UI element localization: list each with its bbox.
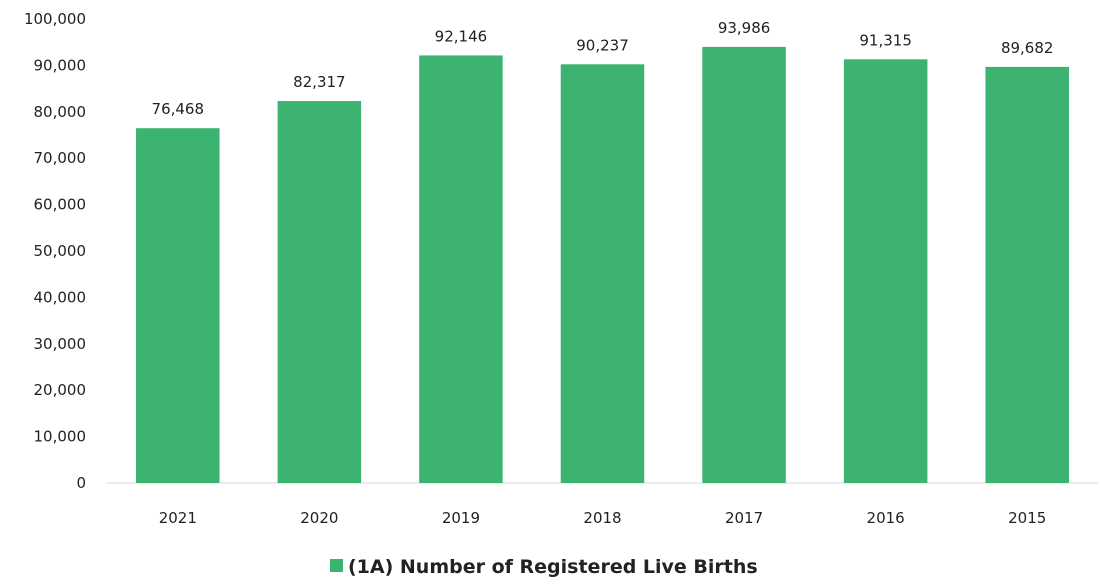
y-tick-label: 80,000 bbox=[34, 103, 87, 121]
x-tick-label: 2019 bbox=[442, 509, 480, 527]
y-tick-label: 100,000 bbox=[24, 10, 86, 28]
y-tick-label: 20,000 bbox=[34, 381, 87, 399]
x-tick-label: 2017 bbox=[725, 509, 763, 527]
bar-data-label: 91,315 bbox=[859, 31, 912, 49]
x-tick-label: 2016 bbox=[867, 509, 905, 527]
y-tick-label: 70,000 bbox=[34, 149, 87, 167]
bar bbox=[702, 46, 786, 483]
bar-data-label: 89,682 bbox=[1001, 39, 1054, 57]
legend-swatch bbox=[330, 559, 343, 572]
y-tick-label: 10,000 bbox=[34, 428, 87, 446]
y-tick-label: 30,000 bbox=[34, 335, 87, 353]
x-tick-label: 2018 bbox=[583, 509, 621, 527]
bar-data-label: 92,146 bbox=[435, 27, 488, 45]
y-tick-label: 40,000 bbox=[34, 288, 87, 306]
legend-label: (1A) Number of Registered Live Births bbox=[348, 556, 758, 578]
legend: (1A) Number of Registered Live Births bbox=[330, 556, 758, 578]
bar-data-label: 93,986 bbox=[718, 19, 771, 37]
bar bbox=[136, 128, 220, 483]
bar bbox=[419, 55, 503, 483]
bar-data-label: 90,237 bbox=[576, 36, 629, 54]
y-tick-label: 60,000 bbox=[34, 196, 87, 214]
x-tick-label: 2015 bbox=[1008, 509, 1046, 527]
y-tick-label: 90,000 bbox=[34, 56, 87, 74]
y-axis: 0 10,000 20,000 30,000 40,000 50,000 60,000 70,… bbox=[24, 10, 86, 492]
x-tick-label: 2020 bbox=[300, 509, 338, 527]
bar bbox=[277, 101, 362, 483]
bar-data-label: 76,468 bbox=[152, 100, 205, 118]
bar bbox=[985, 66, 1069, 483]
y-tick-label: 50,000 bbox=[34, 242, 87, 260]
x-axis: 2021 2020 2019 2018 2017 2016 2015 bbox=[159, 509, 1047, 527]
bar bbox=[843, 59, 928, 483]
x-tick-label: 2021 bbox=[159, 509, 197, 527]
bar-data-label: 82,317 bbox=[293, 73, 346, 91]
bars-group: 76,468 82,317 92,146 90,237 93,986 91,315 89,6… bbox=[136, 19, 1069, 483]
bar bbox=[560, 64, 645, 483]
y-tick-label: 0 bbox=[76, 474, 86, 492]
